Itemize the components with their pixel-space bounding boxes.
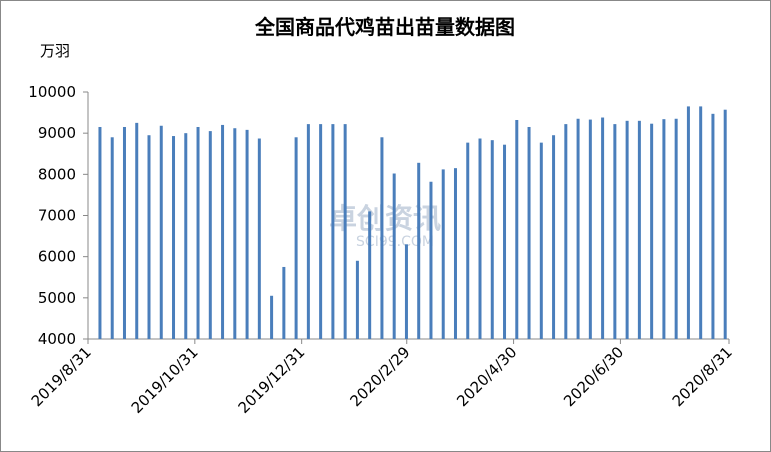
bar bbox=[380, 137, 384, 339]
bar bbox=[527, 126, 531, 339]
bar bbox=[257, 138, 261, 339]
bar bbox=[539, 142, 543, 339]
bar bbox=[453, 168, 457, 339]
bar bbox=[637, 120, 641, 339]
bar bbox=[208, 131, 212, 339]
y-tick-label: 8000 bbox=[38, 165, 76, 183]
bar bbox=[221, 124, 225, 339]
bar bbox=[319, 124, 323, 339]
bar bbox=[601, 117, 605, 339]
bar bbox=[466, 142, 470, 339]
bar bbox=[662, 119, 666, 339]
y-tick-label: 5000 bbox=[38, 289, 76, 307]
bar bbox=[355, 260, 359, 339]
bar bbox=[576, 118, 580, 339]
y-tick-label: 10000 bbox=[28, 83, 76, 101]
bar bbox=[564, 124, 568, 339]
bar bbox=[711, 113, 715, 340]
bar bbox=[135, 122, 139, 339]
bar bbox=[245, 129, 249, 339]
y-tick-label: 9000 bbox=[38, 124, 76, 142]
bar bbox=[270, 295, 274, 339]
bar bbox=[98, 126, 102, 339]
y-tick-label: 6000 bbox=[38, 248, 76, 266]
y-tick-label: 4000 bbox=[38, 330, 76, 348]
bar bbox=[625, 120, 629, 339]
bar bbox=[503, 144, 507, 339]
bar bbox=[294, 137, 298, 339]
bar bbox=[196, 126, 200, 339]
chart-title: 全国商品代鸡苗出苗量数据图 bbox=[254, 15, 515, 39]
bar bbox=[613, 124, 617, 339]
bar bbox=[172, 136, 176, 339]
bar bbox=[404, 244, 408, 339]
bar bbox=[650, 123, 654, 339]
bar bbox=[699, 106, 703, 340]
bar bbox=[588, 119, 592, 339]
watermark: 卓创资讯 bbox=[329, 202, 441, 235]
bar bbox=[490, 140, 494, 339]
bar bbox=[515, 119, 519, 339]
bar bbox=[233, 128, 237, 339]
bar bbox=[368, 211, 372, 339]
bar bbox=[429, 181, 433, 339]
bar bbox=[282, 266, 286, 339]
bar bbox=[343, 124, 347, 339]
bar bbox=[306, 124, 310, 339]
bar bbox=[110, 137, 114, 339]
bar bbox=[392, 173, 396, 339]
bar bbox=[147, 135, 151, 339]
bar bbox=[331, 124, 335, 339]
bar bbox=[686, 106, 690, 340]
bar bbox=[552, 135, 556, 339]
y-tick-label: 7000 bbox=[38, 207, 76, 225]
bar bbox=[417, 162, 421, 339]
bar bbox=[159, 125, 163, 339]
y-axis-label: 万羽 bbox=[40, 42, 70, 60]
bar bbox=[122, 126, 126, 339]
bar bbox=[184, 133, 188, 339]
bar bbox=[723, 109, 727, 340]
bar bbox=[441, 169, 445, 339]
bar bbox=[478, 138, 482, 339]
bar bbox=[674, 118, 678, 339]
